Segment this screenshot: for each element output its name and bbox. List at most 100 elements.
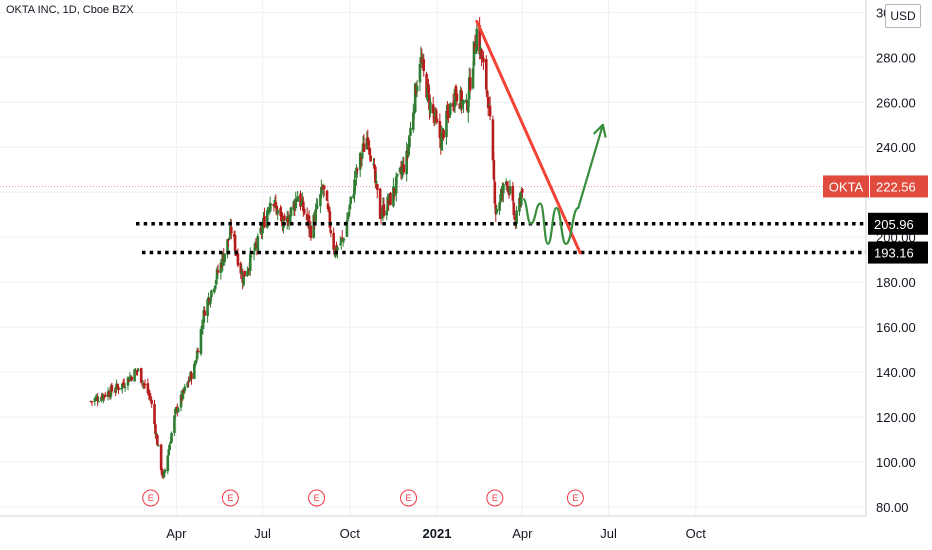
candle-body: [223, 253, 226, 263]
earnings-marker: [308, 489, 326, 507]
projection-arrow-head: [592, 123, 607, 138]
candle-body: [93, 398, 97, 402]
candle-body: [266, 210, 269, 228]
candle-body: [360, 153, 364, 158]
candle-body: [100, 396, 103, 402]
earnings-marker-label: E: [227, 493, 233, 503]
candle-body: [90, 401, 94, 403]
candle-body: [94, 397, 98, 400]
candle-body: [356, 169, 359, 171]
candle-body: [302, 201, 305, 212]
candle-body: [375, 181, 378, 184]
candle-body: [375, 183, 379, 191]
candle-body: [441, 128, 444, 131]
candle-body: [122, 383, 126, 387]
candle-body: [407, 144, 410, 156]
candle-body: [219, 262, 223, 273]
candle-body: [325, 190, 329, 201]
candle-body: [148, 393, 152, 397]
candle-body: [367, 140, 371, 146]
candle-body: [227, 238, 230, 241]
candle-body: [240, 271, 244, 275]
candle-body: [195, 350, 199, 360]
candle-body: [353, 179, 356, 195]
current-price-tag-label: 222.56: [876, 179, 916, 194]
candle-body: [194, 359, 198, 363]
candle-body: [199, 328, 203, 355]
candle-body: [380, 214, 384, 217]
candle-body: [307, 215, 311, 229]
candle-body: [482, 58, 485, 63]
candle-body: [329, 230, 333, 234]
candle-body: [460, 90, 463, 107]
candle-body: [402, 164, 406, 173]
earnings-marker-label: E: [572, 493, 578, 503]
x-tick-label: Jul: [600, 526, 617, 541]
candle-body: [348, 204, 352, 210]
candle-body: [386, 196, 390, 211]
candle-body: [215, 269, 219, 280]
earnings-marker: [486, 489, 504, 507]
candle-body: [374, 166, 377, 183]
candle-body: [472, 41, 476, 66]
candle-body: [339, 243, 342, 245]
level-price-tag: [868, 241, 928, 264]
candle-body: [113, 391, 116, 393]
currency-button[interactable]: USD: [885, 4, 921, 28]
candle-body: [358, 152, 362, 170]
candle-body: [302, 208, 306, 214]
candle-body: [328, 211, 332, 228]
candle-body: [511, 185, 515, 201]
candle-body: [246, 271, 249, 277]
candle-body: [415, 85, 419, 92]
candle-body: [110, 385, 114, 392]
candle-body: [394, 176, 398, 194]
candle-body: [349, 196, 353, 204]
candle-body: [239, 263, 243, 274]
candle-body: [173, 415, 176, 434]
earnings-marker: [142, 489, 160, 507]
candle-body: [515, 210, 518, 224]
candle-body: [154, 424, 157, 435]
candle-body: [209, 299, 212, 304]
candle-body: [296, 196, 299, 202]
candle-body: [342, 239, 346, 241]
candle-body: [169, 441, 172, 444]
candle-body: [288, 214, 292, 223]
candle-body: [422, 59, 426, 72]
x-tick-label: 2021: [423, 526, 452, 541]
candle-body: [170, 432, 173, 443]
candle-body: [465, 99, 468, 103]
candle-body: [130, 376, 134, 381]
candle-body: [314, 209, 317, 222]
candle-body: [226, 239, 229, 255]
candle-body: [254, 244, 258, 246]
candle-body: [233, 234, 237, 252]
candle-body: [146, 383, 150, 394]
candle-body: [299, 193, 302, 207]
candle-body: [196, 350, 200, 353]
candle-body: [453, 89, 457, 107]
candle-body: [495, 208, 499, 213]
candle-body: [400, 168, 404, 175]
candle-body: [475, 28, 479, 51]
candle-body: [149, 397, 153, 400]
candle-body: [274, 202, 278, 206]
earnings-marker: [400, 489, 418, 507]
candle-body: [117, 387, 120, 391]
candle-body: [181, 389, 185, 399]
candle-body: [286, 217, 290, 226]
candle-body: [308, 225, 312, 227]
candle-body: [354, 180, 357, 183]
candle-body: [174, 408, 177, 415]
candle-body: [201, 324, 205, 329]
candle-body: [294, 198, 298, 209]
y-tick-label: 260.00: [876, 95, 916, 110]
y-tick-label: 240.00: [876, 140, 916, 155]
candle-body: [347, 211, 351, 217]
candle-body: [316, 206, 319, 208]
candle-body: [369, 155, 372, 162]
candle-body: [273, 199, 277, 204]
candle-body: [280, 214, 283, 221]
